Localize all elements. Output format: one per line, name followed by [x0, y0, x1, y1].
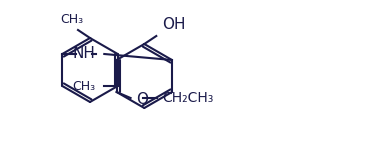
Text: O: O — [137, 93, 149, 107]
Text: CH₃: CH₃ — [73, 79, 96, 93]
Text: NH: NH — [73, 47, 96, 62]
Text: CH₂CH₃: CH₂CH₃ — [163, 91, 214, 105]
Text: OH: OH — [162, 17, 186, 32]
Text: CH₃: CH₃ — [60, 13, 84, 26]
